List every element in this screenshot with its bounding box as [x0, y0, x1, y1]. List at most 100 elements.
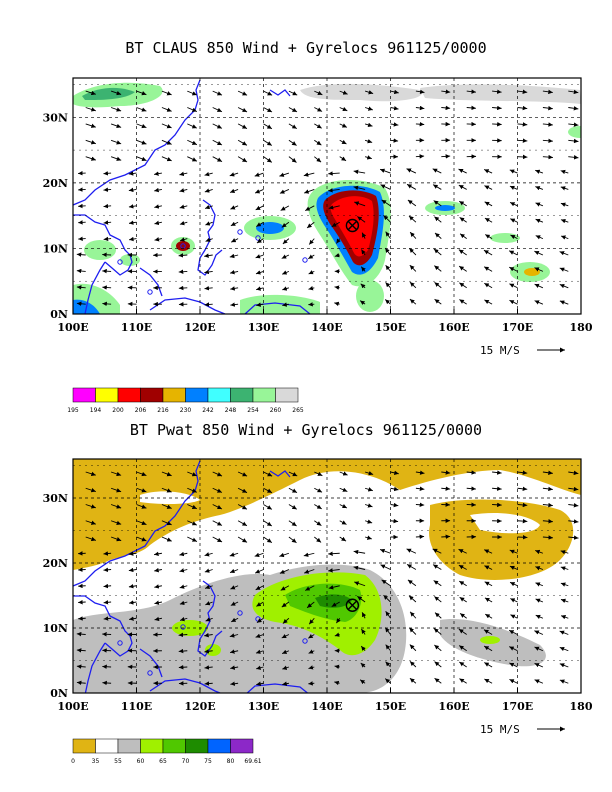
lon-tick-label: 110E — [121, 700, 152, 713]
wind-vector — [187, 123, 198, 129]
wind-vector — [154, 584, 162, 589]
wind-vector — [434, 265, 442, 272]
wind-vector — [542, 89, 553, 95]
wind-vector — [534, 283, 544, 289]
wind-vector — [407, 579, 417, 587]
coastline-segment — [73, 79, 201, 206]
wind-vector — [441, 89, 451, 94]
wind-vector — [102, 301, 112, 307]
legend-swatch — [230, 387, 254, 403]
wind-vector — [560, 202, 569, 207]
wind-vector — [229, 633, 239, 638]
wind-vector — [534, 630, 544, 635]
legend-label: 65 — [159, 758, 167, 765]
wind-vector — [458, 580, 467, 587]
wind-vector — [409, 677, 417, 684]
wind-vector — [279, 552, 290, 558]
wind-vector — [314, 90, 323, 96]
wind-vector — [380, 564, 391, 570]
wind-vector — [434, 596, 442, 603]
wind-vector — [334, 664, 340, 670]
panel-1-gyre-marker — [345, 218, 360, 233]
wind-vector — [406, 563, 417, 570]
wind-vector — [128, 600, 137, 605]
wind-vector — [178, 648, 188, 654]
wind-vector — [534, 679, 544, 684]
wind-vector — [568, 486, 579, 492]
wind-vector — [129, 236, 137, 242]
wind-vector — [263, 107, 273, 113]
wind-vector — [103, 567, 112, 573]
legend-swatch — [162, 738, 186, 754]
wind-vector — [415, 502, 425, 508]
wind-vector — [390, 486, 399, 492]
wind-vector — [102, 285, 112, 290]
wind-vector — [154, 600, 162, 605]
wind-vector — [154, 616, 162, 622]
wind-vector — [281, 221, 290, 228]
wind-vector — [282, 238, 290, 245]
wind-vector — [178, 632, 188, 638]
wind-vector — [434, 298, 442, 305]
gyre-cross — [347, 220, 358, 231]
panel-2-gridlines — [73, 459, 581, 693]
legend-swatch — [72, 387, 96, 403]
wind-vector — [204, 632, 213, 638]
wind-vector — [187, 536, 198, 542]
legend-swatch — [117, 738, 141, 754]
panel-2-axes: 100E 110E 120E 130E 140E 150E 160E 170E 180 0N 10N… — [43, 492, 593, 713]
wind-vector — [510, 614, 518, 619]
wind-vector — [568, 535, 579, 540]
wind-vector — [279, 569, 290, 574]
wind-vector — [381, 579, 391, 587]
wind-vector — [308, 681, 315, 686]
wind-vector — [85, 156, 97, 161]
lat-tick-label: 0N — [50, 687, 68, 700]
wind-vector — [129, 616, 137, 621]
legend-label: 242 — [202, 407, 214, 414]
wind-vector — [328, 205, 340, 210]
wind-vector — [364, 487, 373, 492]
wind-vector — [179, 551, 188, 557]
wind-vector — [179, 220, 188, 226]
wind-vector — [281, 254, 290, 259]
wind-vector — [458, 265, 467, 272]
legend-label: 55 — [114, 758, 122, 765]
wind-vector — [560, 235, 569, 240]
wind-vector — [484, 597, 493, 603]
wind-vector — [314, 156, 322, 163]
coastline-segment — [197, 199, 223, 276]
wind-vector — [281, 633, 290, 639]
wind-vector — [484, 565, 493, 570]
wind-vector — [76, 301, 86, 307]
wind-vector — [85, 536, 97, 542]
wind-vector — [282, 665, 290, 670]
wind-vector — [237, 471, 248, 477]
wind-vector — [136, 520, 147, 526]
wind-vector — [179, 616, 188, 622]
wind-vector — [328, 568, 340, 573]
wind-vector — [408, 627, 417, 635]
wind-vector — [281, 649, 290, 655]
wind-vector — [406, 548, 417, 554]
wind-vector — [508, 629, 518, 635]
wind-vector — [542, 535, 553, 540]
wind-vector — [534, 250, 544, 256]
wind-vector — [364, 470, 374, 476]
wind-vector — [154, 220, 162, 226]
vector-reference-label: 15 M/S — [480, 723, 520, 736]
wind-vector — [282, 286, 290, 291]
wind-vector — [568, 138, 579, 144]
wind-vector — [128, 220, 137, 225]
wind-vector — [568, 89, 579, 95]
wind-vector — [384, 627, 391, 635]
wind-vector — [237, 107, 248, 113]
wind-vector — [161, 123, 172, 129]
wind-vector — [433, 628, 442, 635]
wind-vector — [230, 302, 239, 307]
wind-vector — [361, 612, 367, 619]
wind-vector — [535, 235, 544, 240]
wind-vector — [282, 617, 290, 624]
wind-vector — [179, 568, 188, 573]
wind-vector — [441, 105, 451, 111]
